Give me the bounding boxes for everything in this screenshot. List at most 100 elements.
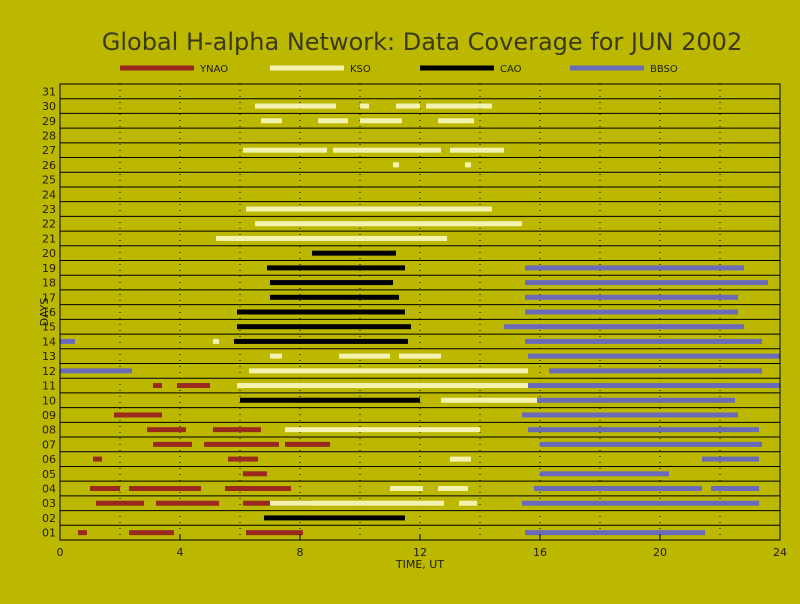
coverage-bar: [525, 309, 738, 315]
coverage-bar: [438, 118, 474, 124]
coverage-bar: [93, 456, 102, 462]
y-tick-label: 05: [42, 468, 56, 481]
x-axis-label: TIME, UT: [395, 558, 444, 571]
y-tick-label: 15: [42, 321, 56, 334]
y-tick-label: 19: [42, 262, 56, 275]
coverage-bar: [90, 486, 120, 492]
y-tick-label: 08: [42, 424, 56, 437]
x-tick-label: 16: [533, 546, 547, 559]
coverage-bar: [399, 353, 441, 359]
coverage-bar: [396, 103, 420, 109]
chart-title: Global H-alpha Network: Data Coverage fo…: [102, 28, 742, 56]
coverage-bar: [270, 500, 444, 506]
coverage-bar: [246, 206, 492, 212]
coverage-bar: [78, 530, 87, 536]
coverage-bar: [156, 500, 219, 506]
coverage-bar: [240, 397, 420, 403]
coverage-bar: [285, 441, 330, 447]
y-tick-label: 07: [42, 438, 56, 451]
coverage-bar: [390, 486, 423, 492]
coverage-bar: [153, 441, 192, 447]
y-tick-label: 09: [42, 409, 56, 422]
coverage-bar: [549, 368, 762, 374]
coverage-bar: [504, 324, 744, 330]
y-tick-label: 26: [42, 159, 56, 172]
y-axis: 0102030405060708091011121314151617181920…: [42, 85, 56, 539]
y-tick-label: 28: [42, 129, 56, 142]
y-tick-label: 31: [42, 85, 56, 98]
coverage-bar: [225, 486, 291, 492]
coverage-bar: [213, 427, 261, 433]
coverage-bar: [264, 515, 405, 521]
coverage-bar: [129, 486, 201, 492]
coverage-bar: [525, 294, 738, 300]
x-tick-label: 4: [177, 546, 184, 559]
coverage-bar: [318, 118, 348, 124]
coverage-bar: [243, 147, 327, 153]
y-tick-label: 13: [42, 350, 56, 363]
y-tick-label: 04: [42, 483, 56, 496]
coverage-bar: [393, 162, 399, 168]
legend: YNAO KSO CAO BBSO: [120, 64, 678, 75]
coverage-bar: [540, 471, 669, 477]
y-tick-label: 03: [42, 497, 56, 510]
coverage-bar: [333, 147, 441, 153]
y-tick-label: 10: [42, 394, 56, 407]
coverage-bar: [129, 530, 174, 536]
y-tick-label: 23: [42, 203, 56, 216]
coverage-bar: [528, 353, 780, 359]
coverage-bar: [525, 338, 762, 344]
coverage-bar: [249, 368, 528, 374]
y-tick-label: 12: [42, 365, 56, 378]
coverage-bar: [228, 456, 258, 462]
coverage-bars: [60, 103, 780, 536]
legend-label: BBSO: [650, 64, 678, 75]
coverage-bar: [261, 118, 282, 124]
coverage-bar: [237, 383, 534, 389]
y-tick-label: 18: [42, 277, 56, 290]
y-tick-label: 17: [42, 291, 56, 304]
coverage-bar: [234, 338, 408, 344]
coverage-bar: [177, 383, 210, 389]
y-tick-label: 06: [42, 453, 56, 466]
coverage-bar: [426, 103, 492, 109]
coverage-bar: [216, 235, 447, 241]
coverage-bar: [270, 294, 399, 300]
coverage-bar: [525, 280, 768, 286]
coverage-bar: [441, 397, 537, 403]
coverage-bar: [60, 338, 75, 344]
coverage-bar: [525, 530, 705, 536]
y-tick-label: 21: [42, 232, 56, 245]
coverage-bar: [540, 441, 762, 447]
coverage-bar: [267, 265, 405, 271]
x-tick-label: 24: [773, 546, 787, 559]
y-tick-label: 24: [42, 188, 56, 201]
coverage-bar: [255, 221, 522, 227]
legend-label: CAO: [500, 64, 522, 75]
coverage-bar: [525, 265, 744, 271]
coverage-bar: [465, 162, 471, 168]
x-axis: 0 4 8 12 16 20 24: [57, 534, 787, 559]
coverage-bar: [237, 309, 405, 315]
coverage-bar: [285, 427, 480, 433]
coverage-bar: [528, 383, 780, 389]
y-tick-label: 30: [42, 100, 56, 113]
coverage-bar: [213, 338, 219, 344]
coverage-bar: [60, 368, 132, 374]
y-tick-label: 25: [42, 174, 56, 187]
y-tick-label: 27: [42, 144, 56, 157]
coverage-bar: [243, 471, 267, 477]
coverage-bar: [360, 118, 402, 124]
coverage-bar: [270, 353, 282, 359]
coverage-bar: [537, 397, 735, 403]
coverage-bar: [237, 324, 411, 330]
coverage-bar: [522, 412, 738, 418]
coverage-bar: [522, 500, 759, 506]
coverage-bar: [255, 103, 336, 109]
y-tick-label: 01: [42, 527, 56, 540]
coverage-bar: [459, 500, 477, 506]
coverage-bar: [147, 427, 186, 433]
x-tick-label: 0: [57, 546, 64, 559]
x-tick-label: 12: [413, 546, 427, 559]
coverage-bar: [204, 441, 279, 447]
